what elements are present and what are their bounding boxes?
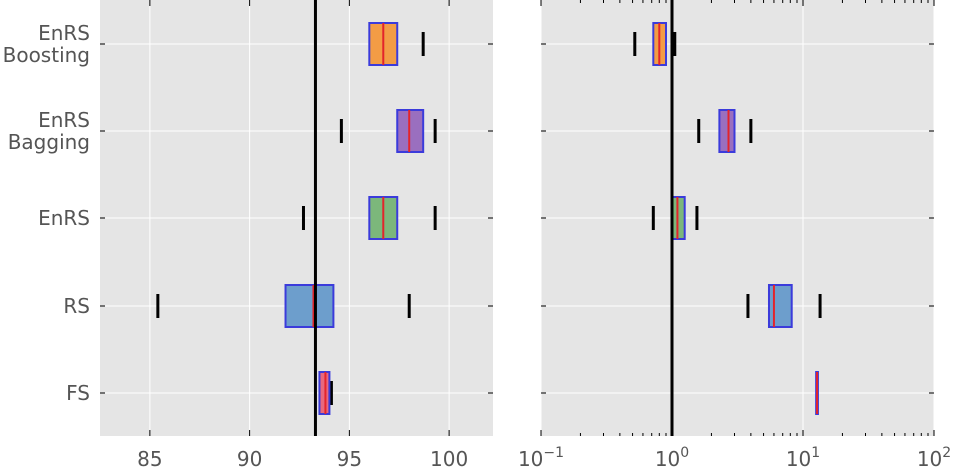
right-x-tick-label: 101 bbox=[786, 445, 820, 471]
category-label-line: EnRS bbox=[38, 206, 90, 230]
right-x-tick-label: 100 bbox=[655, 445, 689, 471]
right-x-tick-label-exponent: 2 bbox=[942, 445, 951, 461]
left-iqr-box bbox=[284, 284, 335, 328]
right-gridlines bbox=[540, 0, 935, 436]
right-x-tick-label: 10−1 bbox=[518, 445, 564, 471]
category-label-line: EnRS bbox=[38, 21, 90, 45]
left-box-3 bbox=[301, 196, 437, 240]
right-x-tick-label-base: 10 bbox=[786, 447, 811, 471]
left-x-tick-label: 90 bbox=[237, 447, 262, 471]
right-box-2 bbox=[697, 109, 753, 153]
left-box-2 bbox=[339, 109, 437, 153]
category-label: EnRS Boosting bbox=[3, 21, 90, 67]
right-iqr-box bbox=[718, 109, 736, 153]
right-x-tick-label-base: 10 bbox=[655, 447, 680, 471]
left-x-tick-label: 85 bbox=[137, 447, 162, 471]
category-label-line: FS bbox=[66, 381, 90, 405]
right-x-tick-label-exponent: 0 bbox=[680, 445, 689, 461]
right-box-1 bbox=[633, 22, 677, 66]
category-label-line: RS bbox=[63, 294, 90, 318]
left-gridlines bbox=[100, 0, 493, 436]
left-x-tick-label: 100 bbox=[430, 447, 468, 471]
right-box-4 bbox=[746, 284, 822, 328]
right-x-tick-label-base: 10 bbox=[917, 447, 942, 471]
category-label-line: Bagging bbox=[8, 130, 90, 154]
left-box-5 bbox=[318, 371, 333, 415]
right-tick-marks bbox=[540, 0, 935, 436]
left-box-4 bbox=[156, 284, 411, 328]
left-box-1 bbox=[368, 22, 425, 66]
category-label-line: EnRS bbox=[38, 108, 90, 132]
category-label: RS bbox=[63, 294, 90, 318]
right-x-tick-label-base: 10 bbox=[518, 447, 543, 471]
right-box-5 bbox=[815, 371, 819, 415]
right-iqr-box bbox=[767, 284, 793, 328]
left-x-tick-label: 95 bbox=[337, 447, 362, 471]
left-x-tick-labels: 85 90 95 100 bbox=[137, 447, 468, 471]
right-x-tick-label-exponent: −1 bbox=[543, 445, 564, 461]
right-panel-log-ratio: 10−1 100 101 102 bbox=[518, 0, 951, 471]
category-label: FS bbox=[66, 381, 90, 405]
category-label-line: Boosting bbox=[3, 43, 90, 67]
right-box-3 bbox=[651, 196, 699, 240]
right-x-tick-label-exponent: 1 bbox=[811, 445, 820, 461]
right-x-tick-labels: 10−1 100 101 102 bbox=[518, 445, 951, 471]
right-x-tick-label: 102 bbox=[917, 445, 951, 471]
category-label: EnRS bbox=[38, 206, 90, 230]
category-label: EnRS Bagging bbox=[8, 108, 90, 154]
left-panel-accuracy: 85 90 95 100 bbox=[100, 0, 493, 471]
left-tick-marks bbox=[100, 0, 493, 436]
